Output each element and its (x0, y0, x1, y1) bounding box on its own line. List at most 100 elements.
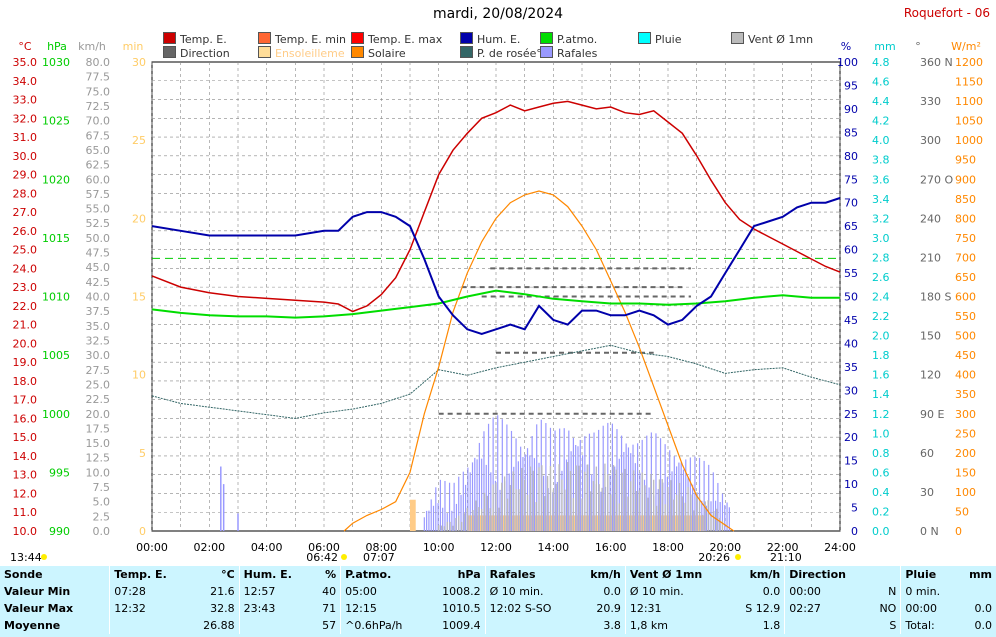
axis-tick-label: 24.0 (13, 262, 38, 275)
axis-tick-label: 330 (920, 95, 941, 108)
axis-tick-label: 50.0 (86, 232, 111, 245)
cell: 1008.2 (442, 585, 481, 598)
cell: Ø 10 min. (624, 583, 730, 600)
axis-unit-label: km/h (78, 40, 106, 53)
axis-tick-label: 30 (844, 384, 858, 397)
axis-tick-label: 90 E (920, 408, 944, 421)
legend-swatch (258, 46, 271, 58)
axis-tick-label: 65.0 (86, 144, 111, 157)
axis-tick-label: 1100 (955, 95, 983, 108)
axis-tick-label: 32.0 (13, 112, 38, 125)
axis-tick-label: 25.0 (13, 244, 38, 257)
axis-tick-label: 15 (132, 291, 146, 304)
x-tick-label: 02:00 (193, 541, 225, 554)
th-temp-unit: °C (221, 568, 235, 581)
axis-tick-label: 500 (955, 330, 976, 343)
legend-item: Direction (163, 46, 230, 60)
axis-tick-label: 57.5 (86, 188, 111, 201)
axis-tick-label: 2.6 (872, 271, 890, 284)
x-tick-label: 18:00 (652, 541, 684, 554)
axis-tick-label: 19.0 (13, 356, 38, 369)
th-vent-unit: km/h (749, 568, 781, 581)
legend-label: P.atmo. (557, 33, 598, 46)
table-header-row: Sonde Temp. E. °C Hum. E.% P.atmo. hPa Raf… (0, 566, 996, 583)
axis-tick-label: 3.0 (872, 232, 890, 245)
cell: 1.8 (762, 619, 781, 632)
legend-swatch (351, 32, 364, 44)
axis-tick-label: 750 (955, 232, 976, 245)
axis-tick-label: 90 (844, 103, 858, 116)
legend-label: Hum. E. (477, 33, 521, 46)
cell: 00:00 (900, 600, 957, 617)
axis-tick-label: 29.0 (13, 169, 38, 182)
axis-tick-label: 350 (955, 388, 976, 401)
axis-tick-label: 0.2 (872, 505, 890, 518)
axis-tick-label: 5 (139, 447, 146, 460)
axis-tick-label: 30.0 (86, 349, 111, 362)
row-label-max: Valeur Max (4, 602, 74, 615)
axis-tick-label: 52.5 (86, 217, 111, 230)
axis-tick-label: 70 (844, 197, 858, 210)
x-tick-label: 20:00 (709, 541, 741, 554)
axis-tick-label: 150 (955, 466, 976, 479)
axis-tick-label: 40 (844, 337, 858, 350)
axis-tick-label: 2.5 (93, 510, 111, 523)
x-tick-label: 12:00 (480, 541, 512, 554)
weather-chart: °C 35.0 34.0 33.0 32.0 31.0 30.0 29.0 28.0 27.0 26… (10, 40, 983, 564)
cell: ^0.6hPa/h (340, 617, 425, 634)
axis-tick-label: 13.0 (13, 469, 38, 482)
legend-item: P.atmo. (540, 32, 597, 46)
th-direction: Direction (784, 566, 869, 583)
axis-tick-label: 7.5 (93, 481, 111, 494)
th-vent: Vent Ø 1mn (624, 566, 730, 583)
axis-unit-label: ° (915, 40, 921, 53)
pressure-line (151, 289, 840, 319)
legend-item: Vent Ø 1mn (731, 32, 813, 46)
x-tick-label: 08:00 (365, 541, 397, 554)
legend-swatch (351, 46, 364, 58)
sun-icon (341, 554, 347, 560)
axis-tick-label: 21.0 (13, 319, 38, 332)
axis-tick-label: 650 (955, 271, 976, 284)
legend-swatch (540, 32, 553, 44)
axis-tick-label: 35.0 (13, 56, 38, 69)
axis-tick-label: 15 (844, 455, 858, 468)
sun-mark-label: 13:44 (10, 551, 42, 564)
humidity-line (151, 197, 841, 336)
axis-tick-label: 22.0 (13, 300, 38, 313)
axis-unit-label: mm (874, 40, 895, 53)
legend-label: Pluie (655, 33, 682, 46)
legend-label: Solaire (368, 47, 406, 60)
cell: 23:43 (238, 600, 312, 617)
axis-tick-label: 270 O (920, 173, 953, 186)
cell (956, 583, 996, 600)
cell: Ø 10 min. (484, 583, 576, 600)
axis-tick-label: 28.0 (13, 187, 38, 200)
legend-item: Solaire (351, 46, 406, 60)
cell: 00:00 (784, 583, 869, 600)
axis-tick-label: 25.0 (86, 378, 111, 391)
x-tick-label: 04:00 (251, 541, 283, 554)
legend-swatch (163, 32, 176, 44)
axis-tick-label: 10 (844, 478, 858, 491)
axis-tick-label: 210 (920, 251, 941, 264)
table-row-max: Valeur Max 12:32 32.8 23:43 71 12:15 1010.5… (0, 600, 996, 617)
axis-tick-label: 30 (920, 486, 934, 499)
axis-tick-label: 1010 (42, 291, 70, 304)
axis-tick-label: 1.2 (872, 408, 890, 421)
x-tick-label: 16:00 (595, 541, 627, 554)
axis-tick-label: 3.2 (872, 212, 890, 225)
cell (484, 617, 576, 634)
axis-tick-label: 120 (920, 369, 941, 382)
axis-tick-label: 77.5 (86, 71, 111, 84)
axis-tick-label: 550 (955, 310, 976, 323)
axis-tick-label: 0.0 (872, 525, 890, 538)
legend-item: Rafales (540, 46, 597, 60)
legend-label: Temp. E. min (275, 33, 346, 46)
legend-label: Rafales (557, 47, 598, 60)
axis-tick-label: 70.0 (86, 115, 111, 128)
cell: NO (879, 602, 897, 615)
axis-unit-label: min (123, 40, 144, 53)
legend-swatch (540, 46, 553, 58)
axis-tick-label: 1000 (42, 408, 70, 421)
